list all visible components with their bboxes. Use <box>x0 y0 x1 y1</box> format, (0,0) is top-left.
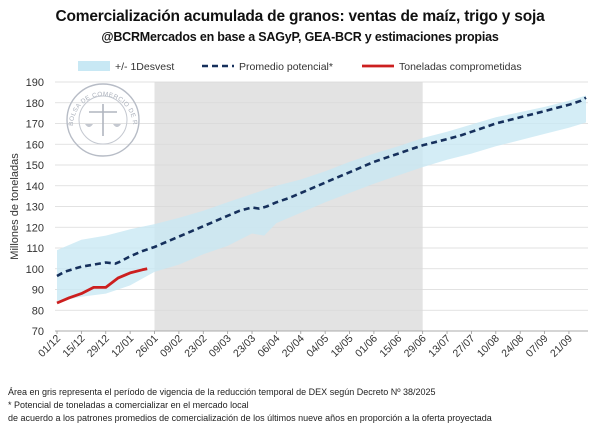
logo-seal-outer <box>66 83 140 157</box>
footnote-method: de acuerdo a los patrones promedios de c… <box>8 413 492 423</box>
x-tick-label: 04/05 <box>304 333 331 360</box>
x-tick-label: 09/03 <box>207 333 234 360</box>
x-tick-label: 29/06 <box>402 333 429 360</box>
x-tick-label: 01/06 <box>353 333 380 360</box>
y-tick-label: 160 <box>26 139 44 151</box>
y-tick-label: 70 <box>32 326 44 338</box>
y-tick-label: 90 <box>32 285 44 297</box>
footnote-shaded-area: Área en gris representa el período de vi… <box>8 387 436 397</box>
x-tick-label: 23/02 <box>182 333 209 360</box>
x-tick-label: 09/02 <box>158 333 185 360</box>
x-tick-label: 10/08 <box>475 333 502 360</box>
potential-line <box>56 96 587 278</box>
y-tick-label: 140 <box>26 181 44 193</box>
y-tick-label: 190 <box>26 77 44 89</box>
x-tick-label: 18/05 <box>329 333 356 360</box>
legend-committed-label: Toneladas comprometidas <box>399 61 522 73</box>
y-tick-label: 120 <box>26 222 44 234</box>
y-tick-label: 100 <box>26 264 44 276</box>
x-tick-label: 15/06 <box>377 333 404 360</box>
y-tick-label: 110 <box>26 243 44 255</box>
legend-band-swatch <box>78 61 110 71</box>
x-tick-label: 15/12 <box>60 333 87 360</box>
x-tick-label: 24/08 <box>499 333 526 360</box>
x-tick-label: 07/09 <box>524 333 551 360</box>
x-tick-label: 13/07 <box>426 333 453 360</box>
x-tick-label: 06/04 <box>255 333 282 360</box>
y-tick-label: 80 <box>32 305 44 317</box>
y-tick-label: 170 <box>26 119 44 131</box>
legend-potential-label: Promedio potencial* <box>239 61 333 73</box>
chart-subtitle: @BCRMercados en base a SAGyP, GEA-BCR y … <box>101 30 499 44</box>
chart-title: Comercialización acumulada de granos: ve… <box>55 8 545 25</box>
x-tick-label: 26/01 <box>134 333 161 360</box>
x-tick-label: 29/12 <box>85 333 112 360</box>
y-tick-label: 150 <box>26 160 44 172</box>
x-tick-label: 23/03 <box>231 333 258 360</box>
y-tick-label: 130 <box>26 202 44 214</box>
legend-band-label: +/- 1Desvest <box>115 61 174 73</box>
x-tick-label: 20/04 <box>280 333 307 360</box>
footnote-potential: * Potencial de toneladas a comercializar… <box>8 400 249 410</box>
x-tick-label: 12/01 <box>109 333 136 360</box>
footnotes: Área en gris representa el período de vi… <box>8 386 492 425</box>
y-axis-title: Millones de toneladas <box>9 153 21 260</box>
y-tick-label: 180 <box>26 98 44 110</box>
logo-scale-pans <box>85 124 121 127</box>
std-dev-band <box>57 95 586 302</box>
logo-seal-inner <box>78 95 128 145</box>
x-tick-label: 27/07 <box>450 333 477 360</box>
committed-line <box>56 267 148 305</box>
x-tick-label: 21/09 <box>548 333 575 360</box>
